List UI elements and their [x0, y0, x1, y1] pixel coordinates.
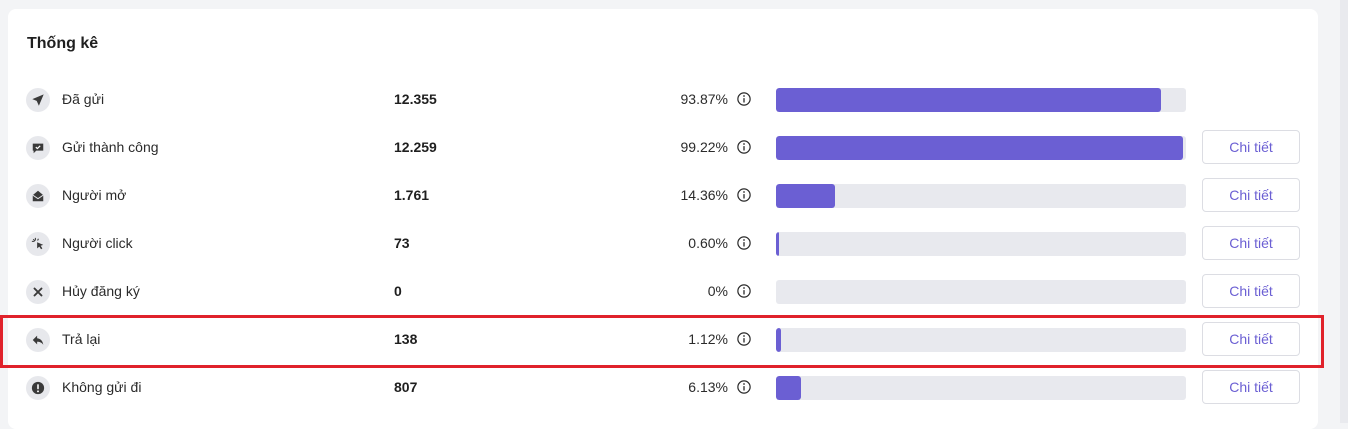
stat-percent: 0.60%: [688, 235, 728, 251]
scrollbar-track[interactable]: [1340, 0, 1348, 423]
cursor-click-icon: [26, 232, 50, 256]
close-icon: [26, 280, 50, 304]
detail-button[interactable]: Chi tiết: [1202, 322, 1300, 356]
stat-count: 73: [394, 235, 410, 251]
progress-bar: [776, 184, 1186, 208]
progress-bar-fill: [776, 184, 835, 208]
info-icon[interactable]: [737, 92, 751, 106]
progress-bar: [776, 328, 1186, 352]
stat-label: Đã gửi: [62, 91, 105, 107]
stat-count: 12.259: [394, 139, 437, 155]
progress-bar-fill: [776, 88, 1161, 112]
stat-row: Trả lại 138 1.12% Chi tiết: [0, 316, 1348, 364]
stat-percent: 1.12%: [688, 331, 728, 347]
info-icon[interactable]: [737, 332, 751, 346]
info-icon[interactable]: [737, 380, 751, 394]
detail-button[interactable]: Chi tiết: [1202, 226, 1300, 260]
page-title: Thống kê: [27, 35, 99, 52]
progress-bar-fill: [776, 376, 801, 400]
stat-label: Trả lại: [62, 331, 101, 347]
info-icon[interactable]: [737, 284, 751, 298]
progress-bar-fill: [776, 232, 779, 256]
stat-row: Đã gửi 12.355 93.87%: [0, 76, 1348, 124]
progress-bar: [776, 376, 1186, 400]
detail-button[interactable]: Chi tiết: [1202, 274, 1300, 308]
stat-percent: 99.22%: [680, 139, 728, 155]
stat-count: 807: [394, 379, 418, 395]
statistics-card: [8, 9, 1318, 429]
stat-label: Không gửi đi: [62, 379, 142, 395]
alert-icon: [26, 376, 50, 400]
stat-label: Gửi thành công: [62, 139, 159, 155]
open-mail-icon: [26, 184, 50, 208]
info-icon[interactable]: [737, 140, 751, 154]
stat-label: Hủy đăng ký: [62, 283, 140, 299]
stat-row: Không gửi đi 807 6.13% Chi tiết: [0, 364, 1348, 412]
stat-row: Người mở 1.761 14.36% Chi tiết: [0, 172, 1348, 220]
message-check-icon: [26, 136, 50, 160]
progress-bar: [776, 88, 1186, 112]
detail-button[interactable]: Chi tiết: [1202, 178, 1300, 212]
stat-row: Gửi thành công 12.259 99.22% Chi tiết: [0, 124, 1348, 172]
stat-label: Người click: [62, 235, 133, 251]
stat-label: Người mở: [62, 187, 127, 203]
stat-percent: 93.87%: [680, 91, 728, 107]
stat-count: 138: [394, 331, 418, 347]
info-icon[interactable]: [737, 236, 751, 250]
stat-percent: 6.13%: [688, 379, 728, 395]
progress-bar-fill: [776, 136, 1183, 160]
stat-count: 1.761: [394, 187, 430, 203]
stat-percent: 14.36%: [680, 187, 728, 203]
stat-row: Người click 73 0.60% Chi tiết: [0, 220, 1348, 268]
progress-bar-fill: [776, 328, 781, 352]
stat-count: 12.355: [394, 91, 437, 107]
stat-percent: 0%: [707, 283, 728, 299]
stat-row: Hủy đăng ký 0 0% Chi tiết: [0, 268, 1348, 316]
progress-bar: [776, 280, 1186, 304]
reply-icon: [26, 328, 50, 352]
info-icon[interactable]: [737, 188, 751, 202]
send-icon: [26, 88, 50, 112]
detail-button[interactable]: Chi tiết: [1202, 370, 1300, 404]
detail-button[interactable]: Chi tiết: [1202, 130, 1300, 164]
progress-bar: [776, 232, 1186, 256]
stat-count: 0: [394, 283, 402, 299]
progress-bar: [776, 136, 1186, 160]
